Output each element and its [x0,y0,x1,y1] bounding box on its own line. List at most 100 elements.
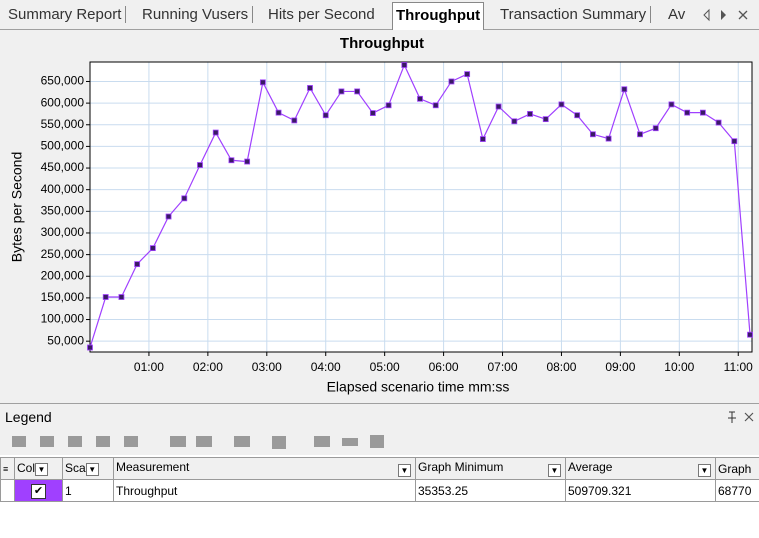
data-point [417,95,423,102]
y-tick-label: 350,000 [41,204,85,218]
data-point [354,88,361,95]
data-point [621,86,628,93]
data-point [527,111,533,117]
plot-area [90,62,752,352]
y-tick-label: 550,000 [41,117,85,131]
data-point [511,118,518,125]
column-header[interactable]: Measurement ▼ [113,457,416,480]
data-point [684,109,691,116]
data-point [385,102,392,109]
y-tick-label: 50,000 [47,333,84,347]
data-point [118,294,125,300]
tab-bar: Summary Report Running Vusers Hits per S… [0,0,759,30]
column-name: Col [17,461,36,476]
data-point [637,131,643,138]
legend-title: Legend [5,409,52,425]
data-point [479,136,486,142]
data-point [338,88,345,95]
tab[interactable]: Hits per Second [268,6,375,23]
data-point [668,101,675,108]
legend-controls[interactable] [726,410,756,424]
column-header[interactable]: Graph [715,457,759,480]
cell: 509709.321 [565,479,716,502]
data-point [291,117,298,124]
series-color[interactable]: ✔ [14,479,63,502]
data-point [605,135,612,142]
cell: 1 [62,479,114,502]
y-tick-label: 450,000 [41,160,85,174]
column-name: Graph [718,461,752,476]
y-tick-label: 400,000 [41,182,85,196]
data-point [149,245,156,252]
tab-active[interactable]: Throughput [392,2,485,30]
data-point [87,344,93,351]
y-tick-label: 150,000 [41,290,85,304]
data-point [652,125,659,132]
column-header[interactable]: Sca ▼ [62,457,114,480]
tab[interactable]: Summary Report [8,6,127,23]
tab[interactable]: Av [668,6,686,23]
x-tick-label: 07:00 [488,360,518,374]
column-name: Average [568,460,613,474]
column-name: Graph Minimum [418,460,504,474]
column-name: Measurement [116,460,190,474]
data-point [574,112,581,119]
data-point [228,157,235,164]
legend-header: Legend [0,403,759,430]
chart-title: Throughput [340,35,424,52]
x-tick-label: 03:00 [252,360,282,374]
tab[interactable]: Running Vusers [142,6,254,23]
data-point [542,116,549,123]
data-point [197,162,203,168]
y-tick-label: 300,000 [41,225,85,239]
data-point [259,79,266,86]
checkbox[interactable]: ✔ [31,483,46,499]
cell: 68770 [715,479,759,502]
data-point [307,85,313,91]
data-point [212,129,219,136]
x-tick-label: 01:00 [134,360,164,374]
column-header[interactable]: Col ▼ [14,457,63,480]
row-select[interactable] [0,479,15,502]
x-axis-label: Elapsed scenario time mm:ss [327,379,510,395]
column-header[interactable]: Graph Minimum ▼ [415,457,566,480]
data-point [165,213,172,220]
data-point [495,103,502,110]
x-tick-label: 02:00 [193,360,223,374]
plot-border [89,61,753,353]
y-tick-label: 500,000 [41,139,85,153]
tab-scroll-buttons[interactable] [703,8,755,22]
data-point [244,158,251,165]
data-point [731,138,738,145]
legend-toolbar [0,429,759,455]
data-point [401,62,408,68]
y-tick-label: 200,000 [41,268,85,282]
chart: Throughput Bytes per Second Elapsed scen… [0,30,759,403]
data-point [275,109,282,116]
x-tick-label: 05:00 [370,360,400,374]
data-point [699,109,706,116]
data-point [432,102,439,109]
column-header[interactable]: Average ▼ [565,457,716,480]
data-point [181,195,188,202]
x-tick-label: 10:00 [664,360,694,374]
y-tick-label: 600,000 [41,95,85,109]
x-tick-label: 04:00 [311,360,341,374]
data-point [747,331,753,338]
data-point [102,294,109,300]
x-tick-label: 08:00 [546,360,576,374]
tab[interactable]: Transaction Summary [500,6,652,23]
data-point [322,112,329,119]
y-tick-label: 100,000 [41,312,85,326]
row-menu[interactable]: ≡ [0,457,15,480]
cell: Throughput [113,479,416,502]
cell: 35353.25 [415,479,566,502]
data-point [369,110,376,116]
y-tick-label: 650,000 [41,74,85,88]
data-point [464,71,471,78]
x-tick-label: 06:00 [429,360,459,374]
x-tick-label: 09:00 [605,360,635,374]
y-tick-label: 250,000 [41,247,85,261]
data-point [134,261,141,268]
